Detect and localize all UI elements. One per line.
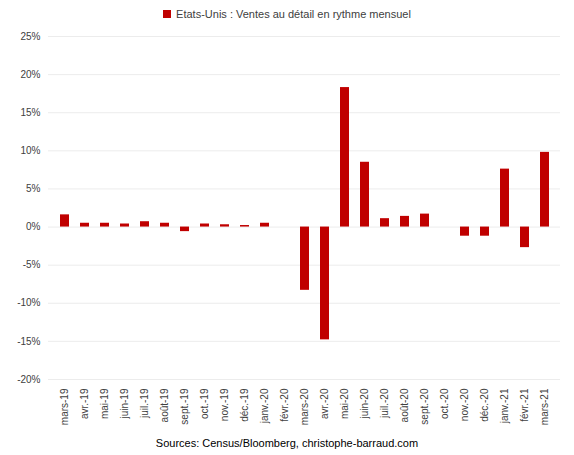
svg-text:mars-20: mars-20	[299, 388, 310, 425]
svg-text:juin-19: juin-19	[119, 388, 130, 419]
svg-text:oct.-20: oct.-20	[439, 388, 450, 419]
svg-text:-15%: -15%	[17, 336, 40, 347]
svg-text:0%: 0%	[26, 221, 41, 232]
svg-text:5%: 5%	[26, 183, 41, 194]
svg-text:févr.-21: févr.-21	[519, 388, 530, 422]
svg-text:janv.-20: janv.-20	[259, 388, 270, 424]
svg-text:10%: 10%	[20, 145, 40, 156]
svg-text:janv.-21: janv.-21	[499, 388, 510, 424]
svg-text:mai-20: mai-20	[339, 388, 350, 419]
svg-text:déc.-20: déc.-20	[479, 388, 490, 422]
svg-text:25%: 25%	[20, 31, 40, 42]
svg-text:mai-19: mai-19	[99, 388, 110, 419]
svg-text:août-19: août-19	[159, 388, 170, 422]
svg-text:nov.-19: nov.-19	[219, 388, 230, 421]
svg-text:oct.-19: oct.-19	[199, 388, 210, 419]
svg-text:sept.-20: sept.-20	[419, 388, 430, 425]
svg-text:mars-21: mars-21	[539, 388, 550, 425]
svg-text:-20%: -20%	[17, 374, 40, 385]
svg-text:nov.-20: nov.-20	[459, 388, 470, 421]
svg-text:juil.-20: juil.-20	[379, 388, 390, 419]
svg-text:févr.-20: févr.-20	[279, 388, 290, 422]
svg-text:-10%: -10%	[17, 297, 40, 308]
svg-text:août-20: août-20	[399, 388, 410, 422]
svg-text:15%: 15%	[20, 107, 40, 118]
svg-text:juin-20: juin-20	[359, 388, 370, 419]
svg-text:20%: 20%	[20, 69, 40, 80]
svg-text:sept.-19: sept.-19	[179, 388, 190, 425]
svg-text:-5%: -5%	[23, 259, 41, 270]
svg-text:mars-19: mars-19	[59, 388, 70, 425]
html-text:Sources: Census/Bloomberg, chr: Sources: Census/Bloomberg, christophe-ba…	[155, 437, 419, 449]
html-text:Etats-Unis : Ventes au détail: Etats-Unis : Ventes au détail en rythme …	[176, 8, 411, 20]
svg-text:avr.-19: avr.-19	[79, 388, 90, 419]
svg-text:déc.-19: déc.-19	[239, 388, 250, 422]
svg-text:juil.-19: juil.-19	[139, 388, 150, 419]
svg-text:avr.-20: avr.-20	[319, 388, 330, 419]
